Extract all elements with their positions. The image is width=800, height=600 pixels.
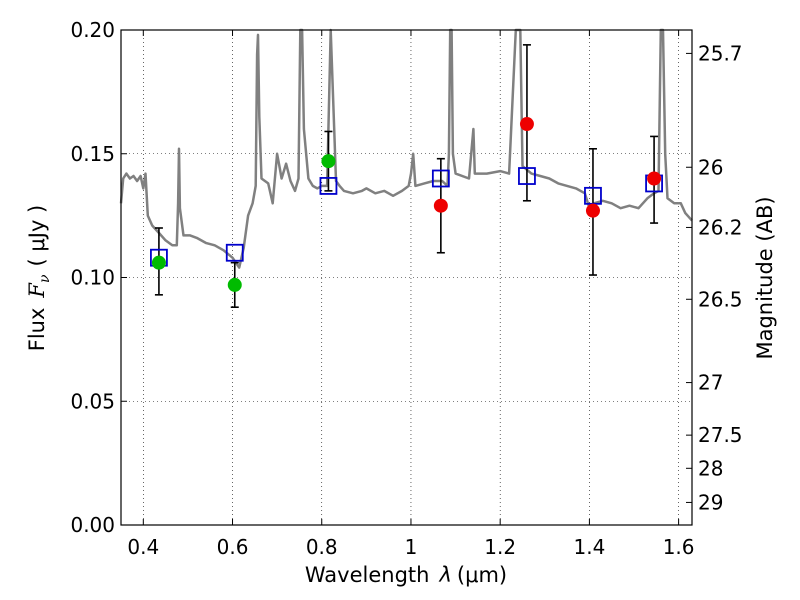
right-tick-label: 25.7: [698, 41, 743, 65]
right-tick-label: 27.5: [698, 423, 743, 447]
y-axis-left: 0.00 0.05 0.10 0.15 0.20: [70, 18, 127, 537]
observed-point: [585, 203, 600, 218]
right-tick-label: 26.5: [698, 287, 743, 311]
y-axis-unit: ( μJy ): [25, 205, 49, 267]
observed-point: [227, 277, 242, 292]
y-axis-subscript: ν: [37, 274, 53, 283]
model-photometry-layer: [150, 167, 663, 267]
spectrum-line: [119, 28, 693, 269]
observed-point: [433, 198, 448, 213]
y-axis-symbol: F: [25, 282, 49, 299]
right-tick-label: 27: [698, 371, 723, 395]
y-axis-title: Flux Fν ( μJy ): [25, 205, 53, 351]
y-tick-label: 0.15: [70, 142, 115, 166]
right-tick-label: 28: [698, 456, 723, 480]
y-tick-label: 0.00: [70, 513, 115, 537]
observed-point: [321, 154, 336, 169]
right-tick-label: 29: [698, 490, 723, 514]
observed-point: [647, 171, 662, 186]
x-axis-unit: (μm): [457, 563, 507, 587]
x-axis-title: Wavelength λ (μm): [305, 563, 507, 587]
y-tick-label: 0.05: [70, 389, 115, 413]
grid: [121, 29, 692, 526]
spectrum-layer: [119, 28, 693, 269]
x-tick-label: 1.6: [663, 535, 695, 559]
x-axis-label: Wavelength: [305, 563, 430, 587]
right-tick-label: 26: [698, 155, 723, 179]
y-tick-label: 0.20: [70, 18, 115, 42]
x-tick-label: 0.8: [306, 535, 338, 559]
model-point: [319, 177, 338, 195]
observed-point: [519, 117, 534, 132]
right-tick-label: 26.2: [698, 215, 743, 239]
observed-photometry-layer: [151, 117, 662, 292]
x-tick-label: 0.6: [217, 535, 249, 559]
model-point: [518, 167, 536, 185]
x-tick-label: 1.4: [573, 535, 605, 559]
x-axis-symbol: λ: [438, 563, 451, 587]
x-tick-label: 1.2: [484, 535, 516, 559]
model-point: [431, 169, 450, 188]
x-tick-label: 1: [405, 535, 418, 559]
y-axis-label: Flux: [25, 308, 49, 352]
observed-point: [151, 255, 166, 270]
y-axis-right: 25.7 26 26.2 26.5 27 27.5 28 29: [686, 41, 743, 514]
plot-area: [121, 30, 692, 525]
x-tick-label: 0.4: [127, 535, 159, 559]
right-axis-title: Magnitude (AB): [753, 196, 777, 359]
model-point: [225, 243, 244, 262]
x-axis: 0.4 0.6 0.8 1 1.2 1.4 1.6: [127, 30, 695, 559]
y-tick-label: 0.10: [70, 266, 115, 290]
